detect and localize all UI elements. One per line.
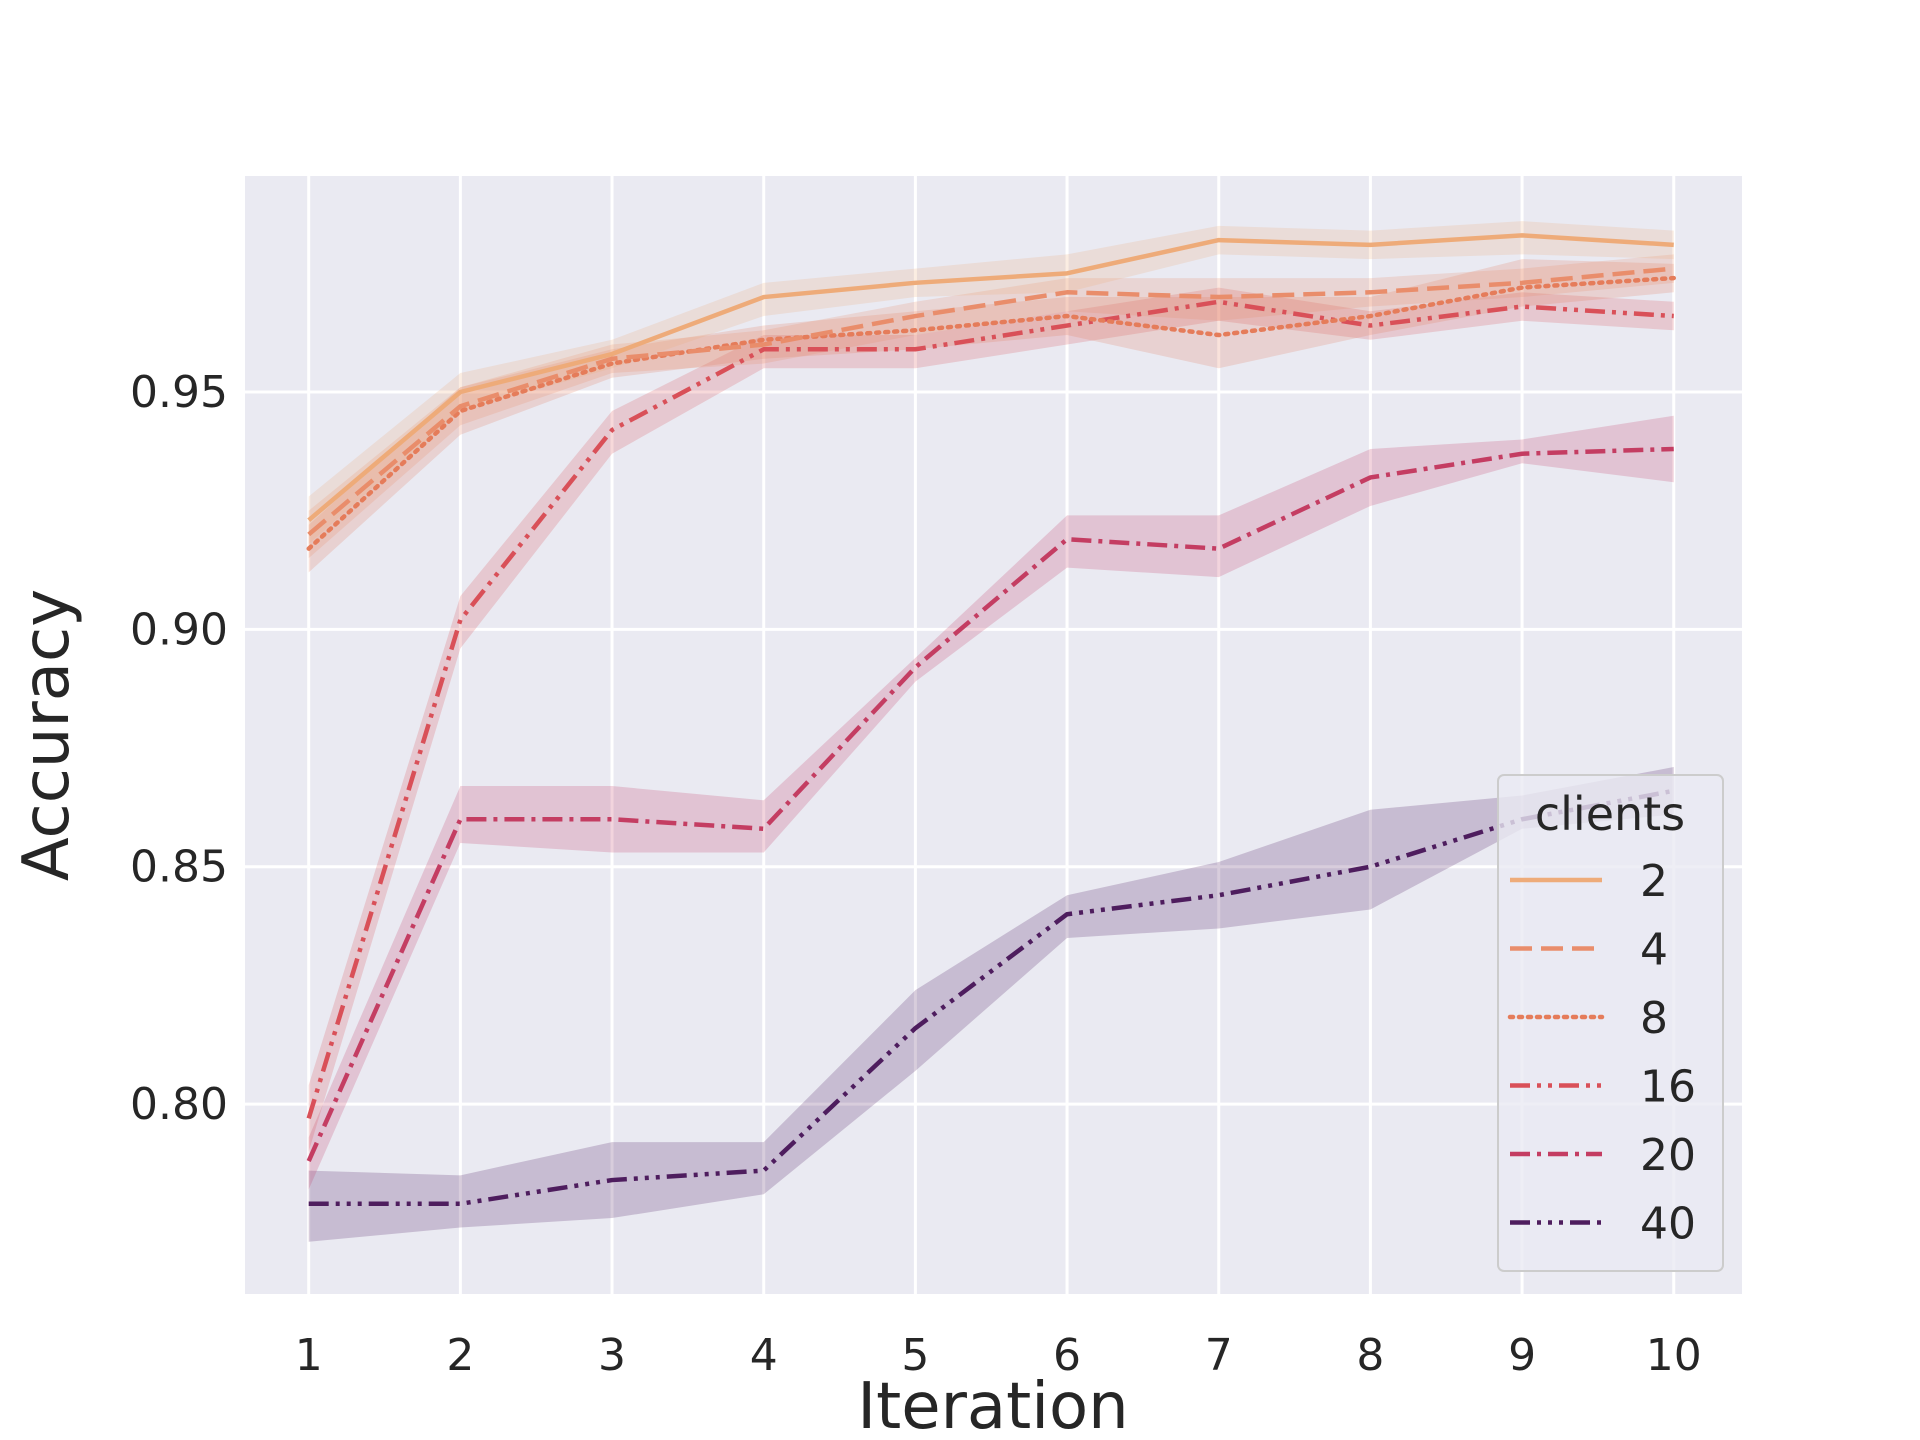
x-tick-label: 10: [1646, 1330, 1702, 1381]
y-tick-label: 0.90: [130, 604, 228, 655]
plot-background: [245, 176, 1742, 1294]
legend-label-4: 4: [1640, 925, 1668, 976]
x-tick-labels: 1 2 3 4 5 6 7 8 9 10: [295, 1330, 1702, 1381]
x-tick-label: 8: [1356, 1330, 1384, 1381]
line-series-20: [306, 446, 1674, 1162]
y-tick-labels: 0.80 0.85 0.90 0.95: [130, 367, 228, 1130]
band-series-20: [308, 415, 1674, 1190]
band-series-8: [308, 259, 1674, 573]
x-tick-label: 2: [446, 1330, 474, 1381]
x-tick-label: 7: [1205, 1330, 1233, 1381]
legend-label-40: 40: [1640, 1199, 1696, 1250]
y-tick-label: 0.85: [130, 842, 228, 893]
x-tick-label: 1: [295, 1330, 323, 1381]
series-lines: [306, 233, 1676, 1207]
y-tick-label: 0.95: [130, 367, 228, 418]
line-series-40: [308, 788, 1675, 1207]
y-axis-title: Accuracy: [10, 589, 84, 881]
line-series-4: [307, 266, 1674, 537]
x-tick-label: 4: [750, 1330, 778, 1381]
legend-box: [1497, 774, 1724, 1272]
line-series-16: [306, 299, 1674, 1120]
x-tick-label: 3: [598, 1330, 626, 1381]
legend-label-8: 8: [1640, 993, 1668, 1044]
x-tick-label: 5: [901, 1330, 929, 1381]
legend-label-16: 16: [1640, 1062, 1696, 1113]
x-axis-title: Iteration: [857, 1370, 1128, 1440]
line-series-8: [306, 275, 1676, 551]
band-series-2: [308, 221, 1674, 544]
line-series-2: [307, 233, 1674, 522]
legend-label-2: 2: [1640, 856, 1668, 907]
x-tick-label: 6: [1053, 1330, 1081, 1381]
band-series-40: [308, 767, 1674, 1242]
legend-label-20: 20: [1640, 1130, 1696, 1181]
y-tick-label: 0.80: [130, 1079, 228, 1130]
legend-title: clients: [1535, 787, 1685, 841]
legend: clients 2 4 8 16 20 40: [1497, 774, 1724, 1272]
x-tick-label: 9: [1508, 1330, 1536, 1381]
